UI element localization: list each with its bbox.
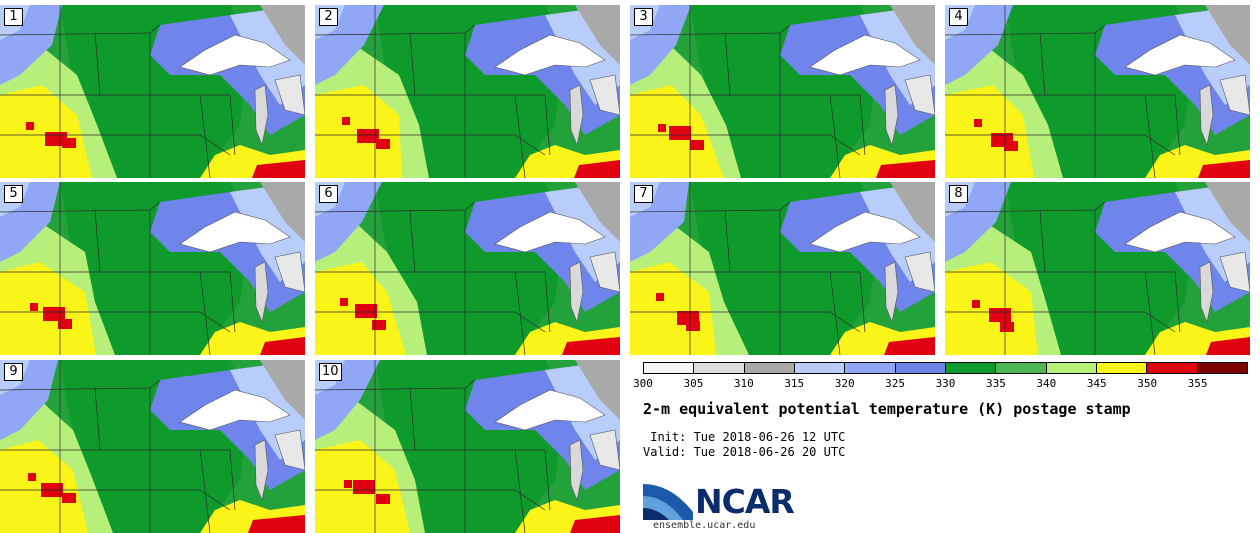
member-number-label: 7 bbox=[634, 185, 653, 203]
colorbar-segment bbox=[1197, 363, 1247, 373]
member-number-label: 1 bbox=[4, 8, 23, 26]
colorbar-tick-label: 345 bbox=[1086, 377, 1107, 390]
colorbar-segment bbox=[694, 363, 745, 373]
member-number-label: 5 bbox=[4, 185, 23, 203]
member-number-label: 3 bbox=[634, 8, 653, 26]
colorbar-tick-label: 340 bbox=[1036, 377, 1057, 390]
colorbar-tick-label: 300 bbox=[633, 377, 653, 390]
colorbar-tick-label: 325 bbox=[885, 377, 906, 390]
colorbar-segment bbox=[945, 363, 997, 373]
postage-stamp-panel: 8 bbox=[945, 182, 1250, 355]
theta-e-map bbox=[945, 182, 1250, 355]
colorbar-tick-label: 355 bbox=[1187, 377, 1208, 390]
theta-e-map bbox=[0, 182, 305, 355]
colorbar bbox=[643, 362, 1248, 374]
theta-e-map bbox=[945, 5, 1250, 178]
colorbar-segment bbox=[794, 363, 846, 373]
colorbar-segment bbox=[644, 363, 695, 373]
theta-e-map bbox=[630, 5, 935, 178]
colorbar-segment bbox=[1046, 363, 1097, 373]
colorbar-tick-label: 335 bbox=[985, 377, 1006, 390]
colorbar-segment bbox=[845, 363, 896, 373]
postage-stamp-panel: 10 bbox=[315, 360, 620, 533]
valid-time: Valid: Tue 2018-06-26 20 UTC bbox=[643, 445, 846, 459]
colorbar-tick-label: 320 bbox=[834, 377, 855, 390]
member-number-label: 10 bbox=[319, 363, 342, 381]
postage-stamp-panel: 7 bbox=[630, 182, 935, 355]
postage-stamp-panel: 4 bbox=[945, 5, 1250, 178]
init-time: Init: Tue 2018-06-26 12 UTC bbox=[643, 430, 846, 444]
colorbar-ticks: 300 305 310 315 320 325 330 335 340 345 350 355 bbox=[633, 377, 1248, 391]
theta-e-map bbox=[315, 360, 620, 533]
member-number-label: 4 bbox=[949, 8, 968, 26]
colorbar-segment bbox=[895, 363, 946, 373]
colorbar-tick-label: 310 bbox=[733, 377, 754, 390]
colorbar-segment bbox=[744, 363, 795, 373]
postage-stamp-panel: 5 bbox=[0, 182, 305, 355]
colorbar-tick-label: 305 bbox=[683, 377, 704, 390]
theta-e-map bbox=[315, 5, 620, 178]
postage-stamp-panel: 6 bbox=[315, 182, 620, 355]
theta-e-map bbox=[0, 360, 305, 533]
theta-e-map bbox=[315, 182, 620, 355]
theta-e-map bbox=[0, 5, 305, 178]
colorbar-tick-label: 330 bbox=[935, 377, 956, 390]
postage-stamp-panel: 9 bbox=[0, 360, 305, 533]
theta-e-map bbox=[630, 182, 935, 355]
colorbar-segment bbox=[1147, 363, 1198, 373]
postage-stamp-panel: 2 bbox=[315, 5, 620, 178]
colorbar-tick-label: 315 bbox=[784, 377, 805, 390]
colorbar-segment bbox=[996, 363, 1047, 373]
member-number-label: 2 bbox=[319, 8, 338, 26]
member-number-label: 9 bbox=[4, 363, 23, 381]
colorbar-segment bbox=[1096, 363, 1148, 373]
member-number-label: 6 bbox=[319, 185, 338, 203]
ncar-logo: NCAR ensemble.ucar.edu bbox=[643, 476, 803, 532]
colorbar-tick-label: 350 bbox=[1137, 377, 1158, 390]
member-number-label: 8 bbox=[949, 185, 968, 203]
logo-url: ensemble.ucar.edu bbox=[653, 520, 756, 531]
ncar-logo-text: NCAR bbox=[695, 482, 795, 521]
figure-title: 2-m equivalent potential temperature (K)… bbox=[643, 400, 1131, 418]
postage-stamp-panel: 3 bbox=[630, 5, 935, 178]
postage-stamp-panel: 1 bbox=[0, 5, 305, 178]
ncar-logo-icon bbox=[643, 484, 693, 520]
